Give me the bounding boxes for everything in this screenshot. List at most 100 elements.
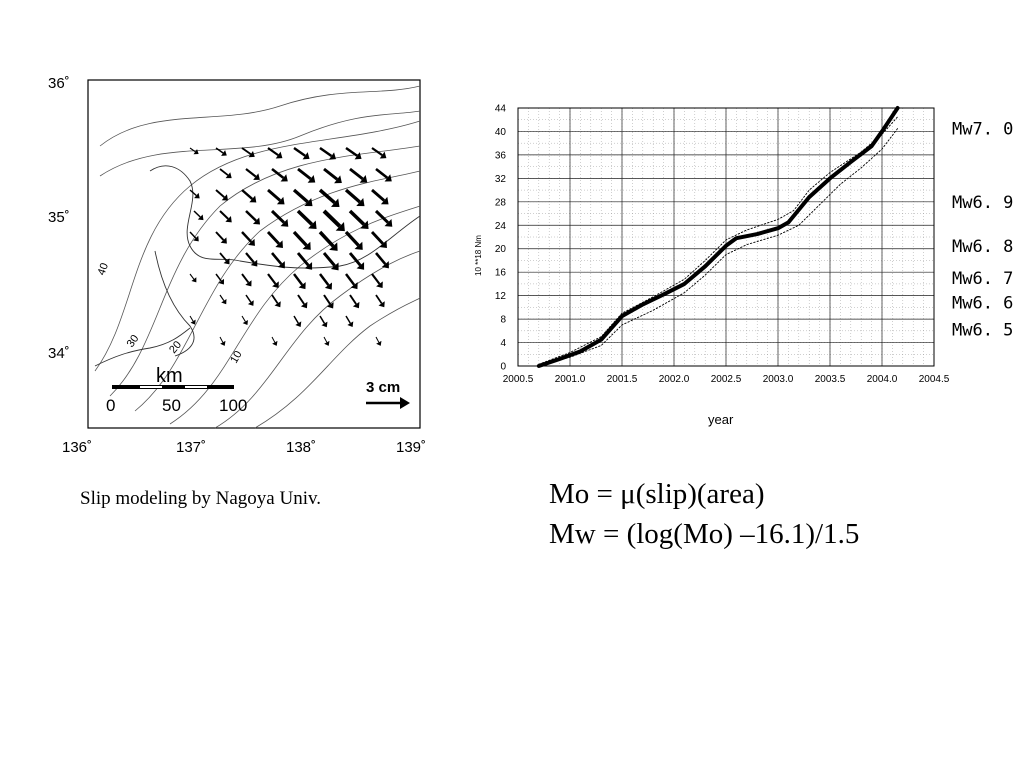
slip-vector-arrow-37 (344, 230, 363, 250)
slip-vector-arrow-25 (245, 210, 261, 225)
slip-vector-arrow-1 (215, 147, 227, 156)
slip-vector-arrow-17 (241, 189, 257, 203)
y-tick-label-9: 36 (495, 150, 507, 161)
slip-vector-arrow-54 (219, 294, 227, 305)
lon-label-137: 137˚ (176, 439, 206, 456)
slip-vector-arrow-56 (271, 294, 281, 308)
x-tick-label-1: 2001.0 (555, 374, 586, 385)
slip-vector-arrow-40 (245, 252, 258, 267)
slip-vector-arrow-55 (245, 294, 254, 306)
slip-vector-arrow-48 (241, 273, 252, 287)
slip-vector-arrow-13 (349, 167, 368, 183)
y-tick-label-3: 12 (495, 291, 507, 302)
x-tick-label-7: 2004.0 (867, 374, 898, 385)
slip-vector-arrow-21 (344, 188, 365, 207)
slip-vector-arrow-63 (293, 315, 302, 328)
contour-label-40: 40 (96, 261, 111, 277)
slip-vector-arrow-30 (374, 209, 393, 227)
slip-vector-arrow-14 (375, 167, 392, 182)
scale-tick-0: 0 (106, 396, 115, 415)
moment-formula: Mo = μ(slip)(area) (549, 478, 765, 510)
slip-vector-arrow-2 (241, 147, 255, 158)
slip-vector-arrow-35 (292, 230, 311, 250)
y-tick-label-6: 24 (495, 221, 507, 232)
slip-vector-arrow-41 (271, 252, 285, 269)
moment-chart-figure: 2000.5 2001.0 2001.5 2002.0 2002.5 2003.0 2003… (470, 90, 1024, 435)
series-line-0 (536, 106, 900, 368)
slip-vector-arrow-44 (348, 252, 365, 270)
y-tick-labels: 0 4 8 12 16 20 24 28 32 36 40 44 (495, 104, 507, 373)
scale-bar (112, 385, 234, 389)
slip-vector-arrow-29 (348, 209, 369, 229)
y-axis-label: 10 **18 Nm (474, 235, 483, 276)
scale-tick-100: 100 (219, 396, 247, 415)
slip-vector-arrow-43 (322, 252, 339, 271)
y-tick-label-5: 20 (495, 244, 507, 255)
y-tick-label-0: 0 (500, 362, 506, 373)
slip-vector-arrow-6 (345, 147, 362, 160)
slip-vector-arrow-3 (267, 147, 283, 159)
y-tick-label-10: 40 (495, 127, 507, 138)
vector-scale-arrow (366, 397, 410, 409)
slip-vector-arrow-26 (270, 209, 289, 227)
lon-label-138: 138˚ (286, 439, 316, 456)
y-tick-label-2: 8 (500, 315, 506, 326)
slip-vector-arrow-22 (371, 188, 389, 205)
slip-vector-arrow-60 (375, 294, 385, 308)
slip-vector-arrow-53 (371, 273, 383, 289)
slip-vector-arrow-0 (189, 147, 199, 155)
lat-label-35: 35˚ (48, 209, 70, 226)
y-tick-label-4: 16 (495, 268, 507, 279)
slip-vector-arrow-19 (292, 188, 313, 207)
slip-vector-arrow-61 (189, 315, 196, 325)
slip-vector-arrow-69 (375, 336, 382, 346)
slip-vector-arrow-45 (375, 252, 389, 269)
figure-caption: Slip modeling by Nagoya Univ. (80, 488, 321, 509)
series-line-2 (538, 128, 899, 367)
slip-vector-arrow-34 (266, 231, 283, 249)
contour-label-30: 30 (125, 333, 142, 350)
chart-series (536, 106, 900, 368)
mw-labels: Mw7. 0 Mw6. 9 Mw6. 8 Mw6. 7 Mw6. 6 Mw6. 5 (952, 120, 1013, 341)
slip-vector-arrow-49 (267, 273, 279, 289)
moment-chart: 2000.5 2001.0 2001.5 2002.0 2002.5 2003.0 2003… (474, 104, 1013, 428)
slip-vector-arrow-59 (349, 294, 360, 309)
slip-map-figure: 36˚ 35˚ 34˚ 136˚ 137˚ 138˚ 139˚ 40 30 20… (40, 66, 450, 466)
vector-scale-label: 3 cm (366, 379, 400, 396)
slip-vector-arrow-16 (215, 189, 229, 201)
slip-vector-arrow-52 (345, 273, 358, 290)
slip-vector-arrow-67 (271, 336, 278, 346)
slip-vector-arrow-27 (296, 209, 317, 229)
lat-label-34: 34˚ (48, 345, 70, 362)
slip-vector-arrow-10 (271, 167, 288, 182)
lat-label-36: 36˚ (48, 75, 70, 92)
slip-vector-arrow-11 (297, 167, 316, 183)
slip-vector-arrow-5 (319, 146, 336, 160)
slip-vector-arrow-24 (219, 210, 232, 223)
slip-vector-arrow-57 (297, 294, 308, 309)
coastline (94, 165, 421, 367)
slip-vector-arrow-64 (319, 315, 328, 328)
x-tick-label-4: 2002.5 (711, 374, 742, 385)
slip-vector-arrow-65 (345, 315, 354, 328)
slip-vector-arrow-15 (189, 189, 200, 199)
chart-grid (517, 107, 935, 367)
slip-vectors (189, 146, 393, 346)
slip-map: 36˚ 35˚ 34˚ 136˚ 137˚ 138˚ 139˚ 40 30 20… (48, 75, 426, 456)
slip-vector-arrow-36 (318, 230, 338, 251)
mw-label-2: Mw6. 8 (952, 237, 1013, 257)
lon-label-139: 139˚ (396, 439, 426, 456)
x-tick-labels: 2000.5 2001.0 2001.5 2002.0 2002.5 2003.0 2003… (503, 374, 950, 385)
slip-vector-arrow-46 (189, 273, 197, 283)
slip-vector-arrow-7 (371, 147, 387, 159)
series-line-1 (538, 116, 899, 365)
mw-label-5: Mw6. 5 (952, 321, 1013, 341)
slip-vector-arrow-20 (318, 188, 340, 207)
slip-vector-arrow-32 (215, 231, 227, 244)
y-tick-label-1: 4 (500, 338, 506, 349)
x-tick-label-6: 2003.5 (815, 374, 846, 385)
scale-tick-50: 50 (162, 396, 181, 415)
slip-vector-arrow-33 (241, 231, 255, 246)
slip-vector-arrow-12 (323, 167, 342, 184)
magnitude-formula: Mw = (log(Mo) –16.1)/1.5 (549, 518, 860, 550)
